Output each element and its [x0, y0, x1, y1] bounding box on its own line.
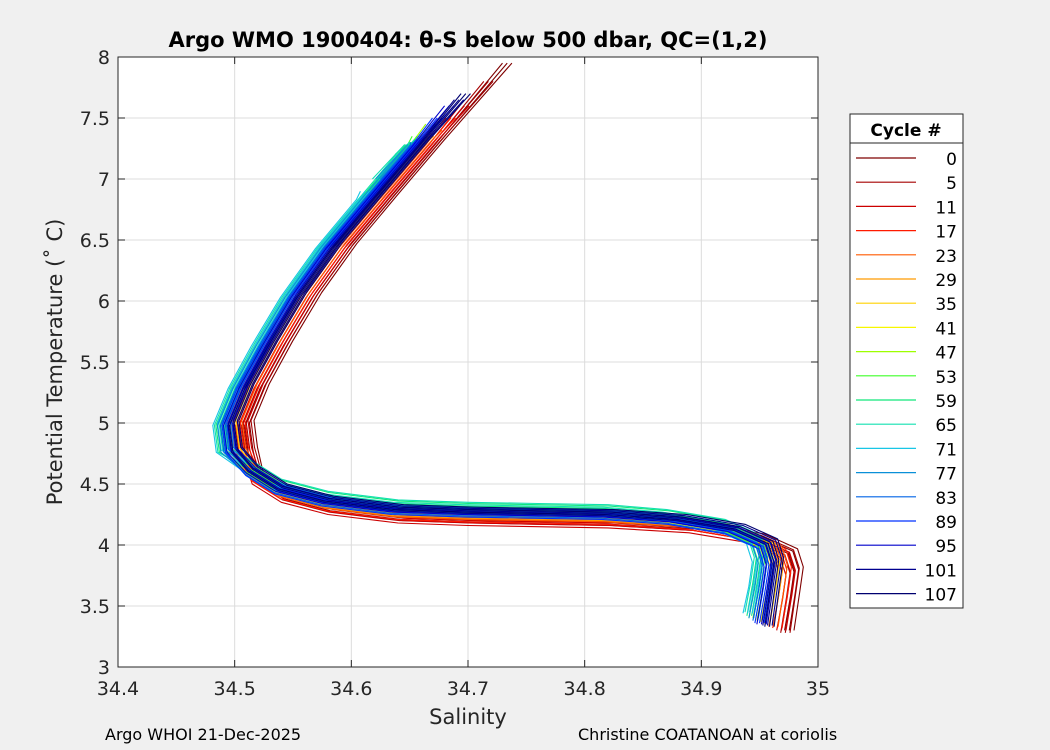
x-tick-label: 34.6 [330, 678, 372, 700]
legend-label: 5 [946, 174, 957, 194]
chart-title: Argo WMO 1900404: θ-S below 500 dbar, QC… [169, 28, 768, 52]
legend-label: 11 [935, 198, 957, 218]
x-axis-ticks: 34.4 34.5 34.6 34.7 34.8 34.9 35 [97, 57, 830, 700]
legend-label: 65 [935, 416, 957, 436]
footer-left-credit: Argo WHOI 21-Dec-2025 [105, 725, 302, 744]
legend: Cycle # 0 5 11 17 23 29 35 41 47 53 59 65 71 77 83 89 95… [849, 113, 964, 609]
y-axis-label: Potential Temperature (˚ C) [43, 219, 67, 506]
legend-label: 89 [935, 513, 957, 533]
y-tick-label: 8 [98, 47, 110, 69]
series-line-95 [227, 105, 772, 625]
x-axis-label: Salinity [429, 705, 507, 729]
legend-label: 77 [935, 465, 957, 485]
series-line-107 [228, 93, 775, 627]
legend-label: 29 [935, 271, 957, 291]
grid-lines [118, 57, 818, 667]
legend-label: 41 [935, 319, 957, 339]
y-tick-label: 6.5 [80, 230, 110, 252]
legend-label: 83 [935, 489, 957, 509]
series-line-101 [236, 99, 783, 626]
legend-label: 0 [946, 150, 957, 170]
legend-label: 59 [935, 392, 957, 412]
x-tick-label: 34.4 [97, 678, 139, 700]
y-axis-ticks: 3 3.5 4 4.5 5 5.5 6 6.5 7 7.5 8 [80, 47, 818, 679]
y-tick-label: 5.5 [80, 352, 110, 374]
y-tick-label: 4 [98, 535, 110, 557]
series-line-89 [221, 117, 765, 624]
x-tick-label: 34.5 [214, 678, 256, 700]
y-tick-label: 6 [98, 291, 110, 313]
legend-label: 53 [935, 368, 957, 388]
series-line-89 [226, 117, 770, 624]
y-tick-label: 4.5 [80, 474, 110, 496]
legend-label: 95 [935, 537, 957, 557]
y-tick-label: 3.5 [80, 596, 110, 618]
y-tick-label: 7 [98, 169, 110, 191]
series-line-107 [238, 93, 785, 627]
legend-label: 23 [935, 247, 957, 267]
legend-label: 101 [925, 561, 957, 581]
legend-label: 47 [935, 344, 957, 364]
legend-label: 35 [935, 295, 957, 315]
x-tick-label: 34.8 [564, 678, 606, 700]
y-tick-label: 7.5 [80, 108, 110, 130]
legend-label: 17 [935, 223, 957, 243]
series-line-95 [222, 105, 767, 625]
x-tick-label: 35 [806, 678, 830, 700]
x-tick-label: 34.9 [680, 678, 722, 700]
legend-box [849, 113, 964, 609]
x-tick-label: 34.7 [447, 678, 489, 700]
footer-right-credit: Christine COATANOAN at coriolis [578, 725, 838, 744]
series-line-107 [233, 93, 780, 627]
legend-label: 107 [925, 586, 957, 606]
series-line-101 [232, 99, 778, 626]
y-tick-label: 3 [98, 657, 110, 679]
series-curves [212, 62, 804, 633]
y-tick-label: 5 [98, 413, 110, 435]
legend-title: Cycle # [870, 121, 941, 141]
series-line-101 [227, 99, 773, 626]
legend-label: 71 [935, 440, 957, 460]
